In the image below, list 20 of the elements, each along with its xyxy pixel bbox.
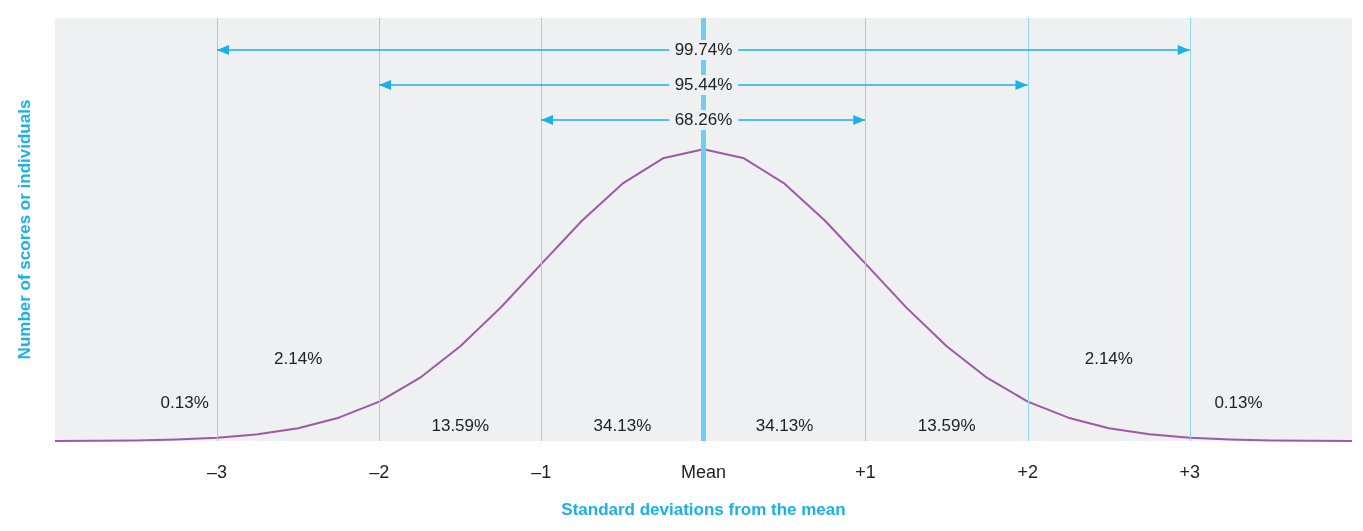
x-tick-label: –1 — [531, 462, 552, 482]
annotation: 13.59% — [430, 416, 491, 437]
x-tick-label: +1 — [855, 462, 876, 482]
annotation: 2.14% — [1083, 349, 1134, 370]
annotation: 13.59% — [916, 416, 977, 437]
annotation: 34.13% — [754, 416, 815, 437]
x-axis-title: Standard deviations from the mean — [561, 500, 846, 519]
text: 95.44% — [668, 75, 739, 96]
x-tick-label: Mean — [680, 462, 727, 482]
x-tick-label: –2 — [369, 462, 390, 482]
annotation: 0.13% — [1213, 393, 1264, 414]
annotation: 2.14% — [273, 349, 324, 370]
y-axis-title: Number of scores or individuals — [15, 99, 34, 360]
x-tick-label: +2 — [1017, 462, 1039, 482]
annotation: 34.13% — [592, 416, 653, 437]
annotation: 0.13% — [159, 393, 210, 414]
text: 99.74% — [668, 40, 739, 61]
x-tick-label: –3 — [207, 462, 228, 482]
x-tick-label: +3 — [1179, 462, 1201, 482]
text: 68.26% — [668, 110, 739, 131]
